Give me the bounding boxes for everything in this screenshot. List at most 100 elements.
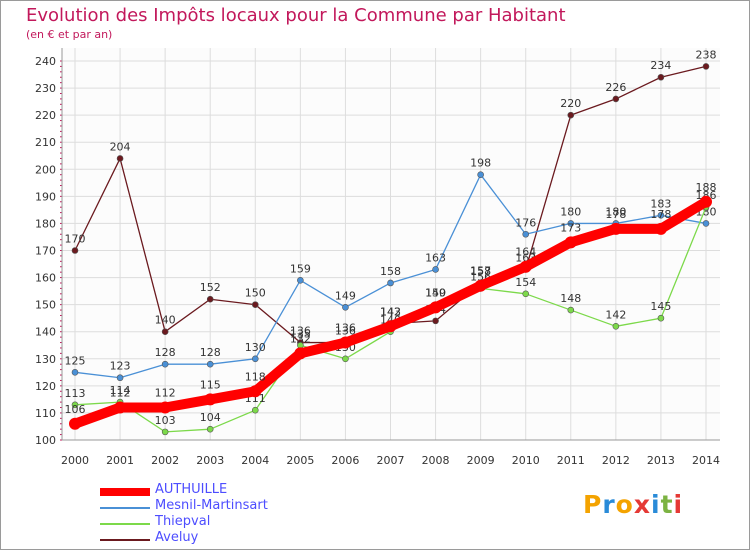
data-point-thiepval [161,428,169,436]
y-tick-label: 130 [35,353,56,366]
data-point-authuille [249,385,262,398]
data-point-authuille [609,222,622,235]
data-point-authuille [339,336,352,349]
data-label-mesnil-martinsart: 130 [245,341,266,354]
data-label-mesnil-martinsart: 128 [155,346,176,359]
data-point-authuille [294,347,307,360]
data-point-mesnil-martinsart [161,360,169,368]
data-label-aveluy: 140 [155,314,176,327]
x-tick-label: 2014 [692,454,720,467]
data-label-authuille: 136 [335,322,356,335]
data-label-mesnil-martinsart: 180 [605,205,626,218]
data-label-mesnil-martinsart: 183 [650,197,671,210]
data-label-aveluy: 234 [650,59,671,72]
y-tick-label: 160 [35,272,56,285]
data-point-mesnil-martinsart [297,276,304,284]
x-tick-label: 2006 [331,454,359,467]
data-label-thiepval: 150 [425,287,446,300]
data-point-mesnil-martinsart [251,355,259,363]
data-point-aveluy [206,295,214,303]
data-label-authuille: 188 [696,181,717,194]
data-point-aveluy [116,155,124,162]
data-label-authuille: 112 [110,387,131,400]
data-label-authuille: 106 [65,403,86,416]
data-label-mesnil-martinsart: 125 [65,354,86,367]
data-label-authuille: 178 [605,208,626,221]
data-point-aveluy [251,301,259,308]
x-tick-label: 2002 [151,454,179,467]
y-tick-label: 180 [35,217,56,230]
x-tick-label: 2012 [602,454,630,467]
data-label-authuille: 142 [380,305,401,318]
data-point-authuille [564,236,577,249]
data-label-mesnil-martinsart: 176 [515,216,536,229]
data-point-mesnil-martinsart [567,220,575,227]
data-label-thiepval: 113 [65,387,86,400]
data-label-aveluy: 143 [380,306,401,319]
data-point-thiepval [657,314,665,322]
data-label-mesnil-martinsart: 128 [200,346,221,359]
data-label-authuille: 118 [245,370,266,383]
y-tick-label: 140 [35,326,56,339]
proxiti-logo: Proxiti [583,490,684,519]
data-point-authuille [204,393,217,406]
legend-swatch [100,488,150,496]
x-tick-label: 2004 [241,454,269,467]
data-point-thiepval [71,401,79,409]
data-label-mesnil-martinsart: 180 [560,205,581,218]
y-tick-label: 240 [35,55,56,68]
data-point-authuille [700,195,712,208]
data-label-aveluy: 238 [696,48,717,61]
data-label-aveluy: 152 [200,281,221,294]
data-label-authuille: 173 [560,221,581,234]
legend-swatch [100,539,150,541]
data-label-mesnil-martinsart: 159 [290,262,311,275]
data-point-aveluy [702,63,710,70]
data-point-authuille [69,417,81,430]
data-label-aveluy: 136 [290,325,311,338]
data-label-authuille: 115 [200,378,221,391]
legend-swatch [100,507,150,509]
data-point-thiepval [612,322,620,330]
x-tick-label: 2008 [422,454,450,467]
data-point-aveluy [657,73,665,81]
data-point-authuille [519,260,532,273]
chart-subtitle: (en € et par an) [26,28,113,41]
data-point-authuille [384,320,397,333]
data-point-mesnil-martinsart [116,374,124,382]
y-tick-label: 120 [35,380,56,393]
data-label-thiepval: 145 [650,300,671,313]
data-point-authuille [114,401,127,414]
data-label-thiepval: 142 [605,308,626,321]
data-point-authuille [654,222,667,235]
data-point-thiepval [206,425,214,433]
data-point-mesnil-martinsart [206,360,214,368]
data-point-aveluy [432,317,439,325]
x-tick-label: 2000 [61,454,89,467]
x-tick-label: 2013 [647,454,675,467]
data-label-authuille: 149 [425,286,446,299]
data-point-authuille [429,301,442,314]
data-label-authuille: 112 [155,387,176,400]
y-tick-label: 170 [35,245,56,258]
data-label-thiepval: 135 [290,327,311,340]
data-label-aveluy: 204 [110,140,131,153]
y-tick-label: 190 [35,190,56,203]
data-label-thiepval: 148 [560,292,581,305]
data-point-thiepval [251,406,259,414]
legend-swatch [100,523,150,525]
data-point-authuille [474,279,487,292]
data-point-authuille [159,401,172,414]
y-tick-label: 100 [35,434,56,447]
chart-title: Evolution des Impôts locaux pour la Comm… [26,5,566,26]
x-tick-label: 2009 [467,454,495,467]
data-label-thiepval: 104 [200,411,221,424]
data-point-mesnil-martinsart [702,220,710,227]
data-point-thiepval [522,290,530,298]
data-point-mesnil-martinsart [71,369,79,376]
y-tick-label: 210 [35,136,56,149]
x-tick-label: 2011 [557,454,585,467]
data-label-aveluy: 220 [560,97,581,110]
y-tick-label: 150 [35,299,56,312]
